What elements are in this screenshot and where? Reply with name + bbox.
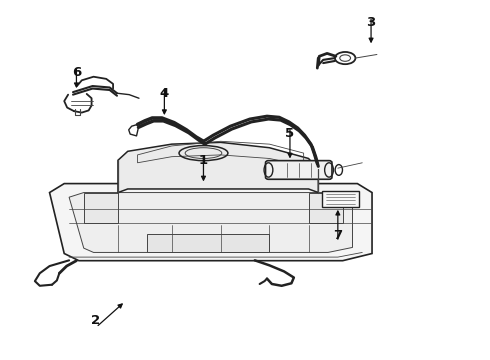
Polygon shape <box>118 142 318 193</box>
Polygon shape <box>84 193 118 223</box>
Polygon shape <box>309 193 343 223</box>
Polygon shape <box>49 184 372 261</box>
Text: 5: 5 <box>285 127 294 140</box>
Text: 2: 2 <box>92 314 100 328</box>
Text: 1: 1 <box>199 154 208 167</box>
FancyBboxPatch shape <box>266 161 332 179</box>
Polygon shape <box>69 193 352 252</box>
Text: 7: 7 <box>333 229 343 242</box>
Text: 3: 3 <box>367 17 376 30</box>
Text: 4: 4 <box>160 87 169 100</box>
Text: 6: 6 <box>72 66 81 79</box>
Polygon shape <box>147 234 270 252</box>
FancyBboxPatch shape <box>322 191 359 207</box>
